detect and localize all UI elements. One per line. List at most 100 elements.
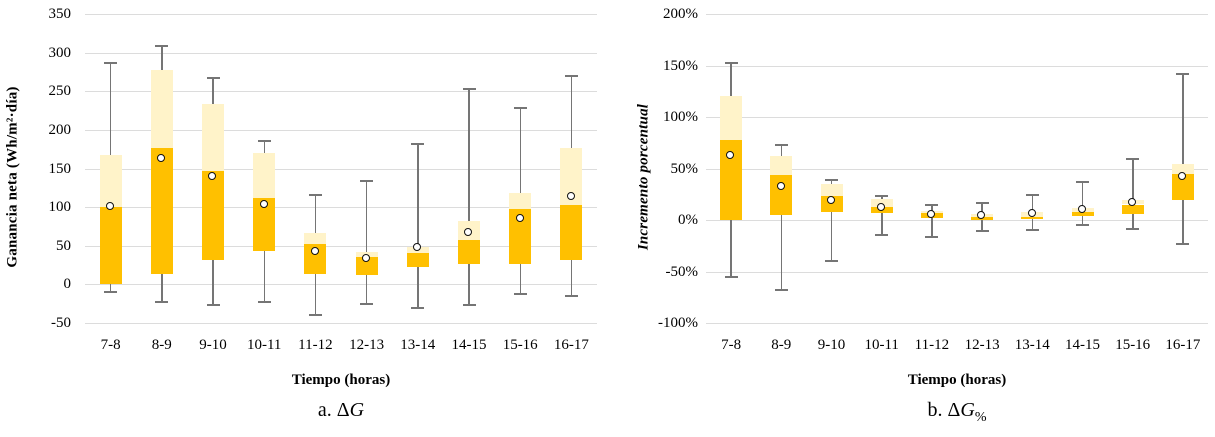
mean-marker [927, 210, 936, 219]
y-tick-label: 200% [663, 6, 698, 22]
x-axis-title: Tiempo (horas) [291, 372, 391, 388]
box-lower-q1-to-median [560, 204, 583, 260]
whisker-cap-bottom [104, 291, 118, 294]
mean-marker [826, 195, 835, 204]
x-tick-label: 7-8 [100, 337, 121, 353]
whisker-lower [1031, 219, 1034, 231]
whisker-lower [1182, 200, 1184, 244]
whisker-cap-top [308, 193, 322, 196]
whisker-cap-top [411, 142, 425, 145]
box-lower-q1-to-median [820, 196, 843, 212]
plot-area [85, 14, 597, 324]
x-tick-label: 16-17 [1165, 337, 1201, 353]
x-tick-label: 10-11 [864, 337, 899, 353]
box-lower-q1-to-median [509, 209, 532, 265]
box-lower-q1-to-median [720, 139, 743, 220]
box-lower-q1-to-median [99, 207, 122, 285]
whisker-upper [1132, 159, 1134, 201]
box-upper-median-to-q3 [202, 103, 224, 171]
whisker-cap-bottom [462, 304, 476, 307]
whisker-cap-bottom [1176, 242, 1190, 245]
caption-prefix: b. [927, 399, 948, 421]
x-tick-label: 15-16 [1115, 337, 1151, 353]
x-tick-label: 13-14 [1014, 337, 1050, 353]
mean-marker [105, 202, 114, 211]
whisker-upper [519, 108, 521, 194]
chart-caption: b. ΔG% [706, 399, 1208, 425]
x-tick-label: 13-14 [400, 337, 436, 353]
gridline [85, 91, 597, 93]
box-lower-q1-to-median [202, 170, 224, 261]
y-tick-label: 100 [48, 199, 72, 216]
whisker-cap-bottom [360, 302, 374, 305]
whisker-cap-top [875, 195, 889, 198]
box-lower-q1-to-median [1021, 216, 1044, 219]
box-lower-q1-to-median [1171, 173, 1194, 201]
y-tick-label: 250 [48, 83, 72, 100]
whisker-lower [570, 259, 573, 296]
gridline [85, 168, 597, 170]
whisker-upper [931, 204, 933, 211]
whisker-upper [212, 78, 214, 104]
gridline [706, 323, 1208, 324]
mean-marker [413, 243, 422, 252]
whisker-cap-top [155, 45, 169, 48]
gridline [706, 220, 1208, 221]
whisker-lower [161, 274, 163, 303]
box-lower-q1-to-median [1071, 211, 1094, 216]
caption-variable: G [349, 399, 365, 421]
x-tick-label: 15-16 [502, 337, 538, 353]
whisker-cap-top [513, 107, 527, 110]
mean-marker [464, 227, 473, 236]
box-upper-median-to-q3 [560, 148, 583, 205]
whisker-cap-bottom [155, 301, 169, 304]
whisker-cap-top [975, 201, 989, 204]
mean-marker [515, 214, 524, 222]
whisker-cap-bottom [925, 235, 939, 238]
y-tick-label: -50% [665, 263, 699, 280]
whisker-cap-bottom [1126, 228, 1140, 231]
box-upper-median-to-q3 [99, 155, 122, 208]
whisker-lower [1132, 213, 1134, 230]
gridline [85, 284, 597, 286]
whisker-lower [881, 212, 883, 236]
whisker-upper [570, 75, 573, 149]
chart-b-incremento-porcentual: Incremento porcentual Tiempo (horas) b. … [608, 0, 1215, 437]
x-tick-label: 8-9 [771, 337, 792, 353]
plot-area [706, 14, 1208, 324]
mean-marker [1077, 205, 1086, 213]
whisker-lower [365, 275, 368, 304]
box-lower-q1-to-median [458, 240, 480, 265]
box-lower-q1-to-median [253, 197, 276, 252]
box-lower-q1-to-median [406, 252, 429, 267]
box-upper-median-to-q3 [509, 193, 532, 210]
box-lower-q1-to-median [150, 147, 173, 275]
mean-marker [726, 151, 735, 160]
gridline [85, 14, 597, 15]
whisker-lower [730, 220, 732, 277]
chart-caption: a. ΔG [85, 399, 597, 422]
whisker-lower [931, 217, 933, 237]
whisker-upper [468, 88, 470, 221]
whisker-cap-top [462, 87, 476, 90]
whisker-upper [314, 194, 317, 233]
x-tick-label: 7-8 [721, 337, 742, 353]
whisker-cap-top [206, 77, 220, 80]
caption-delta-symbol: Δ [947, 399, 961, 421]
whisker-upper [1081, 181, 1084, 208]
whisker-lower [830, 211, 833, 262]
whisker-upper [109, 63, 112, 156]
x-tick-label: 9-10 [817, 337, 846, 353]
gridline [706, 117, 1208, 118]
whisker-lower [981, 220, 983, 232]
whisker-upper [365, 180, 368, 252]
x-tick-label: 14-15 [1065, 337, 1100, 353]
mean-marker [977, 211, 986, 220]
y-tick-label: 0% [678, 212, 698, 228]
whisker-cap-bottom [825, 260, 838, 263]
gridline [706, 65, 1208, 67]
whisker-lower [1081, 215, 1084, 226]
x-tick-label: 12-13 [964, 337, 1000, 353]
whisker-cap-top [925, 203, 939, 206]
gridline [85, 245, 597, 247]
